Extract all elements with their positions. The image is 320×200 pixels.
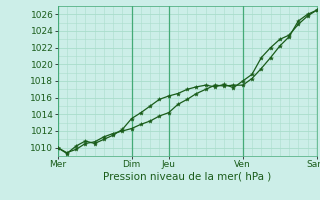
X-axis label: Pression niveau de la mer( hPa ): Pression niveau de la mer( hPa ) [103,172,271,182]
